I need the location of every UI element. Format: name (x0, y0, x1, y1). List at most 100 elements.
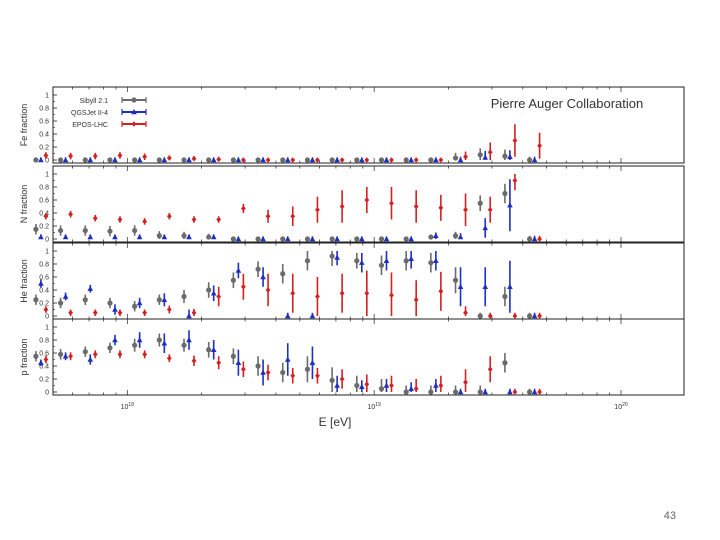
series-sibyll-2-1 (33, 148, 533, 163)
data-point (403, 236, 409, 242)
panel-frame (52, 86, 685, 164)
data-point (452, 155, 459, 161)
data-point (354, 382, 360, 389)
data-point (38, 234, 44, 240)
data-point (117, 216, 123, 223)
data-point (413, 385, 419, 392)
y-tick-label: 0.8 (39, 262, 49, 269)
data-point (408, 236, 414, 242)
data-point (166, 355, 172, 361)
data-point (507, 202, 513, 208)
panel-frame (52, 165, 685, 243)
data-point (359, 157, 365, 163)
data-point (531, 313, 538, 319)
data-point (107, 300, 113, 306)
data-point (408, 255, 414, 261)
data-point (107, 345, 113, 351)
legend-label: EPOS-LHC (72, 122, 108, 129)
data-point (112, 306, 118, 312)
data-point (334, 157, 340, 163)
data-point (216, 359, 222, 366)
series-sibyll-2-1 (33, 251, 533, 319)
series-sibyll-2-1 (33, 333, 533, 395)
y-tick-label: 0.2 (39, 377, 49, 384)
data-point (38, 157, 44, 163)
data-point (280, 236, 286, 242)
data-point (255, 157, 261, 163)
data-point (482, 224, 489, 231)
data-point (433, 257, 439, 263)
y-tick-label: 0 (45, 237, 49, 244)
data-point (280, 157, 286, 163)
y-tick-label: 0 (45, 314, 49, 321)
data-point (433, 382, 439, 388)
data-point (537, 236, 542, 242)
data-point (329, 236, 335, 242)
data-point (87, 356, 94, 362)
data-point (216, 156, 222, 163)
data-point (161, 234, 168, 240)
slide-number: 43 (663, 510, 676, 522)
y-tick-label: 0.8 (39, 106, 49, 113)
y-tick-label: 1 (45, 325, 49, 332)
data-point (502, 153, 508, 159)
data-point (191, 155, 197, 162)
data-point (389, 382, 394, 389)
x-tick-label: 1018 (121, 402, 135, 411)
data-point (136, 300, 143, 306)
data-point (107, 228, 113, 234)
data-point (132, 157, 138, 163)
data-point (413, 296, 419, 303)
data-point (240, 205, 246, 212)
data-point (304, 258, 311, 264)
panel-fe: 0 0.2 0.4 0.6 0.8 1 Fe fraction (19, 86, 685, 165)
data-point (457, 389, 464, 395)
data-point (33, 226, 39, 232)
data-point (166, 306, 172, 313)
data-point (452, 277, 459, 283)
data-point (512, 177, 518, 184)
data-point (433, 157, 439, 163)
data-point (477, 389, 483, 395)
data-point (389, 200, 394, 207)
data-point (161, 157, 168, 163)
chart-title: Pierre Auger Collaboration (491, 96, 643, 111)
data-point (33, 353, 39, 359)
data-point (413, 203, 419, 210)
x-axis: 1018 1019 1020 (121, 402, 628, 411)
y-tick-label: 0.4 (39, 132, 49, 139)
data-point (112, 157, 118, 163)
data-point (364, 157, 370, 163)
legend-marker (131, 109, 137, 115)
data-point (487, 206, 493, 213)
series-sibyll-2-1 (33, 183, 533, 242)
data-point (142, 351, 148, 358)
data-point (235, 359, 242, 365)
legend-entry-diamond: EPOS-LHC (72, 121, 147, 129)
data-point (57, 157, 64, 163)
data-point (487, 313, 493, 319)
data-point (181, 157, 187, 163)
y-tick-label: 0 (45, 390, 49, 397)
data-point (38, 280, 44, 286)
panel-p: 0 0.2 0.4 0.6 0.8 1 p fraction (19, 318, 685, 397)
data-point (487, 366, 493, 373)
data-point (463, 153, 468, 160)
data-point (507, 389, 513, 395)
data-point (82, 227, 88, 234)
data-point (477, 313, 483, 319)
y-tick-label: 1 (45, 93, 49, 100)
data-point (156, 157, 162, 163)
data-point (38, 359, 44, 365)
data-point (206, 347, 212, 353)
y-tick-label: 0.8 (39, 185, 49, 192)
data-point (526, 389, 533, 395)
panel-n: 0 0.2 0.4 0.6 0.8 1 N fraction (19, 165, 685, 244)
data-point (389, 292, 394, 298)
series-epos-lhc (43, 350, 542, 395)
data-point (57, 227, 64, 234)
data-point (403, 258, 409, 264)
data-point (156, 233, 162, 239)
series-qgsjet-ii-4 (38, 251, 538, 319)
data-point (206, 287, 212, 293)
